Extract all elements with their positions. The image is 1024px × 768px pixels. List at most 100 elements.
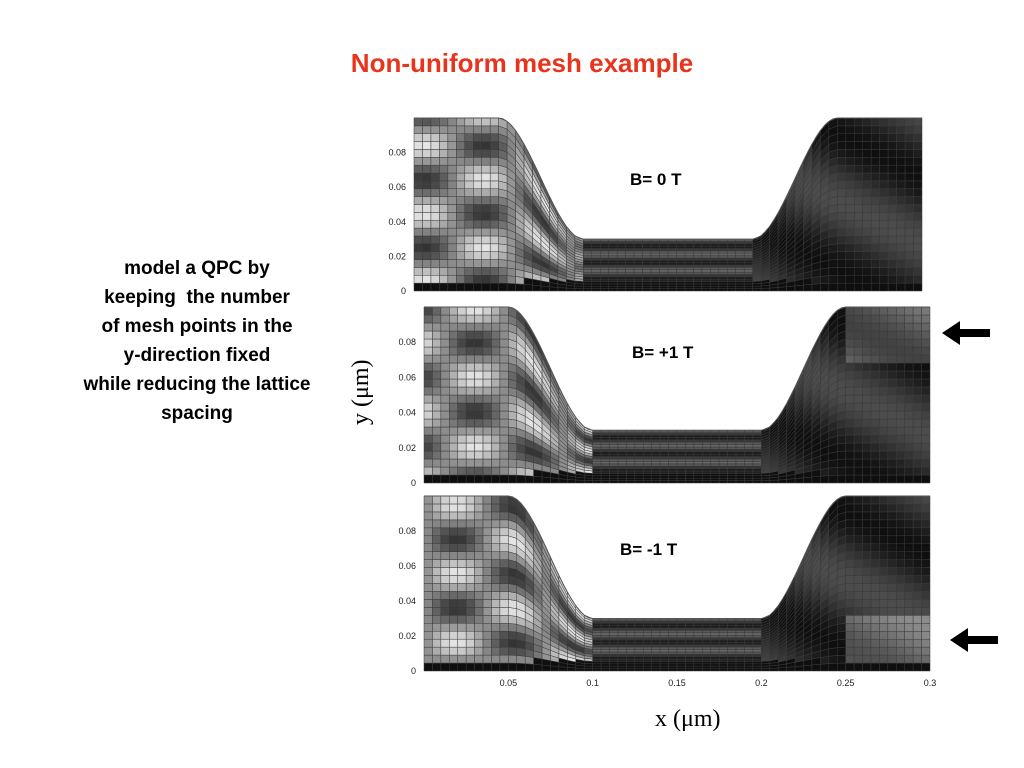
mesh-cell [591,276,601,280]
mesh-cell [896,567,905,576]
mesh-cell [676,437,686,441]
mesh-cell [887,495,897,505]
mesh-cell [430,243,440,252]
mesh-cell [473,164,482,174]
mesh-cell [482,394,492,404]
mesh-cell [456,164,466,174]
mesh-cell [887,141,897,150]
mesh-cell [659,262,669,266]
mesh-cell [836,458,846,468]
mesh-cell [693,243,703,247]
mesh-cell [735,465,745,469]
mesh-cell [743,283,753,287]
mesh-cell [592,663,602,667]
mesh-cell [465,623,475,632]
mesh-cell [508,630,518,641]
mesh-cell [912,543,922,552]
mesh-cell [735,620,745,624]
mesh-cell [465,442,475,452]
mesh-cell [676,663,686,667]
mesh-cell [447,251,457,260]
mesh-cell [685,639,695,643]
mesh-cell [718,458,728,462]
mesh-cell [879,575,889,584]
mesh-cell [879,370,889,380]
mesh-cell [432,386,442,396]
mesh-cell [685,458,695,462]
mesh-cell [921,527,931,537]
mesh-cell [440,503,450,513]
mesh-cell [668,470,678,474]
mesh-cell [583,243,593,247]
mesh-cell [710,480,720,484]
mesh-cell [668,437,678,441]
mesh-cell [651,644,661,648]
mesh-cell [887,615,897,624]
mesh-cell [508,426,518,437]
mesh-cell [904,434,914,444]
mesh-cell [481,212,491,221]
mesh-cell [600,274,609,278]
mesh-cell [439,219,449,229]
mesh-cell [853,607,863,616]
mesh-cell [634,620,644,624]
mesh-cell [744,456,754,460]
mesh-cell [491,314,501,324]
mesh-cell [423,386,433,396]
mesh-cell [735,250,745,254]
mesh-cell [676,255,686,259]
mesh-cell [854,219,863,229]
mesh-cell [423,495,433,505]
mesh-cell [447,235,457,245]
mesh-cell [432,623,442,632]
mesh-cell [659,439,669,443]
mesh-cell [651,444,661,448]
mesh-cell [457,575,467,584]
mesh-cell [440,354,450,364]
mesh-cell [743,243,753,247]
mesh-cell [752,649,762,653]
mesh-cell [600,627,610,631]
mesh-cell [608,269,618,273]
mesh-cell [727,269,736,273]
mesh-cell [701,253,711,256]
mesh-cell [449,567,458,576]
mesh-cell [896,188,906,197]
mesh-cell [836,442,846,452]
mesh-cell [744,665,754,669]
mesh-cell [473,282,482,292]
mesh-cell [887,458,897,468]
mesh-cell [422,212,432,221]
mesh-cell [879,535,889,544]
mesh-cell [482,474,492,484]
mesh-cell [617,623,627,626]
mesh-cell [508,458,518,468]
mesh-cell [862,259,872,268]
mesh-cell [617,441,627,445]
mesh-cell [904,466,914,476]
mesh-cell [887,654,897,664]
mesh-cell [600,463,610,467]
mesh-cell [676,257,686,261]
mesh-cell [904,458,914,468]
mesh-cell [743,255,753,259]
mesh-cell [643,630,652,634]
mesh-cell [718,439,728,443]
mesh-cell [508,474,518,484]
mesh-cell [845,434,855,444]
mesh-cell [592,656,602,660]
mesh-cell [643,661,652,665]
mesh-cell [440,306,450,316]
mesh-cell [896,394,905,404]
mesh-cell [473,251,482,260]
mesh-cell [440,322,450,332]
mesh-cell [887,378,897,388]
mesh-cell [837,188,847,197]
mesh-cell [668,465,678,469]
mesh-cell [474,442,484,452]
mesh-cell [643,456,652,460]
mesh-cell [845,442,855,452]
mesh-cell [634,632,644,636]
mesh-cell [685,656,695,660]
mesh-cell [591,286,601,289]
